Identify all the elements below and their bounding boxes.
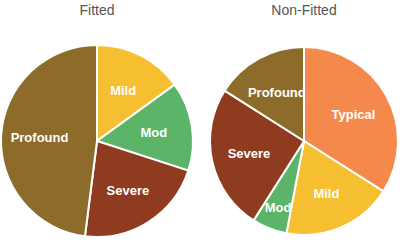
slice-label: Profound [11,130,69,145]
pie [1,45,193,237]
slice-label: Typical [332,107,376,122]
slice-label: Mod [265,200,292,215]
chart-title: Non-Fitted [271,2,336,18]
pie [210,47,398,235]
slice-label: Mild [110,83,136,98]
pie-slice [1,45,97,236]
chart-root: Fitted Mild Mod Severe Profound Non-Fitted Typ… [0,0,400,247]
slice-label: Mild [313,186,339,201]
chart-svg: Fitted Mild Mod Severe Profound Non-Fitted Typ… [0,0,400,247]
slice-label: Profound [248,85,306,100]
chart-title: Fitted [79,2,114,18]
slice-label: Severe [228,146,271,161]
slice-label: Mod [141,125,168,140]
pie-slice [85,141,188,237]
slice-label: Severe [107,183,150,198]
